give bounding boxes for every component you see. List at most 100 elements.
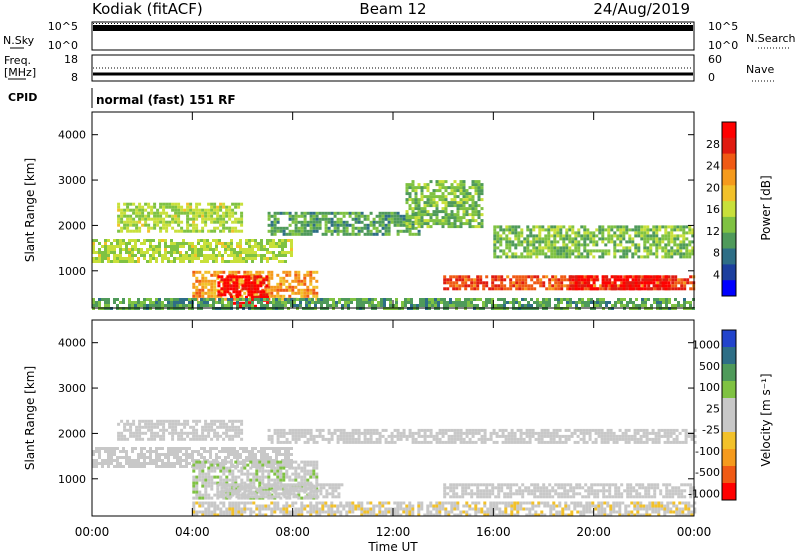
- heatmap-cell: [481, 213, 484, 216]
- heatmap-cell: [227, 245, 230, 248]
- heatmap-cell: [113, 298, 116, 301]
- heatmap-cell: [253, 495, 256, 498]
- heatmap-cell: [274, 212, 277, 215]
- heatmap-cell: [267, 289, 270, 292]
- heatmap-cell: [203, 245, 206, 248]
- heatmap-cell: [637, 243, 640, 246]
- heatmap-cell: [264, 470, 267, 473]
- heatmap-cell: [153, 423, 156, 426]
- heatmap-cell: [240, 212, 243, 215]
- heatmap-cell: [101, 254, 104, 257]
- heatmap-cell: [138, 435, 141, 438]
- heatmap-cell: [682, 441, 685, 444]
- heatmap-cell: [176, 450, 179, 453]
- heatmap-cell: [532, 249, 535, 252]
- heatmap-cell: [409, 435, 412, 438]
- heatmap-cell: [469, 186, 472, 189]
- heatmap-cell: [565, 237, 568, 240]
- heatmap-cell: [479, 298, 482, 301]
- heatmap-cell: [347, 298, 350, 301]
- heatmap-cell: [278, 260, 281, 263]
- heatmap-cell: [547, 228, 550, 231]
- heatmap-cell: [664, 246, 667, 249]
- heatmap-cell: [650, 281, 653, 284]
- heatmap-cell: [571, 240, 574, 243]
- heatmap-cell: [313, 486, 316, 489]
- heatmap-cell: [625, 240, 628, 243]
- heatmap-cell: [551, 287, 554, 290]
- heatmap-cell: [228, 227, 231, 230]
- heatmap-cell: [617, 301, 620, 304]
- heatmap-cell: [310, 483, 313, 486]
- heatmap-cell: [204, 218, 207, 221]
- heatmap-cell: [460, 189, 463, 192]
- heatmap-cell: [258, 476, 261, 479]
- heatmap-cell: [584, 281, 587, 284]
- heatmap-cell: [253, 290, 256, 293]
- heatmap-cell: [583, 234, 586, 237]
- heatmap-cell: [349, 441, 352, 444]
- heatmap-cell: [604, 432, 607, 435]
- heatmap-cell: [604, 237, 607, 240]
- heatmap-cell: [658, 246, 661, 249]
- heatmap-cell: [415, 438, 418, 441]
- heatmap-cell: [137, 239, 140, 242]
- heatmap-cell: [325, 212, 328, 215]
- heatmap-cell: [269, 245, 272, 248]
- heatmap-cell: [580, 255, 583, 258]
- heatmap-cell: [212, 304, 215, 307]
- heatmap-cell: [283, 212, 286, 215]
- heatmap-cell: [685, 438, 688, 441]
- heatmap-cell: [331, 486, 334, 489]
- heatmap-cell: [194, 251, 197, 254]
- heatmap-cell: [358, 438, 361, 441]
- heatmap-cell: [192, 497, 195, 500]
- heatmap-cell: [497, 275, 500, 278]
- heatmap-cell: [604, 252, 607, 255]
- heatmap-cell: [466, 435, 469, 438]
- heatmap-cell: [220, 483, 223, 486]
- heatmap-cell: [560, 287, 563, 290]
- heatmap-cell: [140, 450, 143, 453]
- heatmap-cell: [379, 230, 382, 233]
- heatmap-cell: [565, 441, 568, 444]
- heatmap-cell: [298, 438, 301, 441]
- colorbar-tick-label: 20: [706, 181, 720, 194]
- heatmap-cell: [418, 198, 421, 201]
- heatmap-cell: [511, 438, 514, 441]
- heatmap-cell: [274, 483, 277, 486]
- heatmap-cell: [331, 221, 334, 224]
- heatmap-cell: [607, 237, 610, 240]
- heatmap-cell: [461, 489, 464, 492]
- heatmap-cell: [174, 423, 177, 426]
- heatmap-cell: [418, 230, 421, 233]
- heatmap-cell: [614, 287, 617, 290]
- heatmap-cell: [581, 298, 584, 301]
- heatmap-cell: [295, 435, 298, 438]
- heatmap-cell: [138, 221, 141, 224]
- heatmap-cell: [173, 301, 176, 304]
- heatmap-cell: [505, 252, 508, 255]
- heatmap-cell: [248, 456, 251, 459]
- heatmap-cell: [209, 245, 212, 248]
- heatmap-cell: [662, 301, 665, 304]
- heatmap-cell: [284, 245, 287, 248]
- heatmap-cell: [362, 304, 365, 307]
- heatmap-cell: [581, 304, 584, 307]
- heatmap-cell: [220, 492, 223, 495]
- heatmap-cell: [583, 441, 586, 444]
- heatmap-cell: [98, 242, 101, 245]
- heatmap-cell: [550, 234, 553, 237]
- heatmap-cell: [575, 275, 578, 278]
- heatmap-cell: [443, 301, 446, 304]
- heatmap-cell: [580, 225, 583, 228]
- heatmap-cell: [625, 429, 628, 432]
- heatmap-cell: [245, 257, 248, 260]
- heatmap-cell: [240, 224, 243, 227]
- heatmap-cell: [614, 301, 617, 304]
- heatmap-cell: [144, 426, 147, 429]
- heatmap-cell: [176, 257, 179, 260]
- heatmap-cell: [548, 278, 551, 281]
- heatmap-cell: [679, 246, 682, 249]
- heatmap-cell: [424, 207, 427, 210]
